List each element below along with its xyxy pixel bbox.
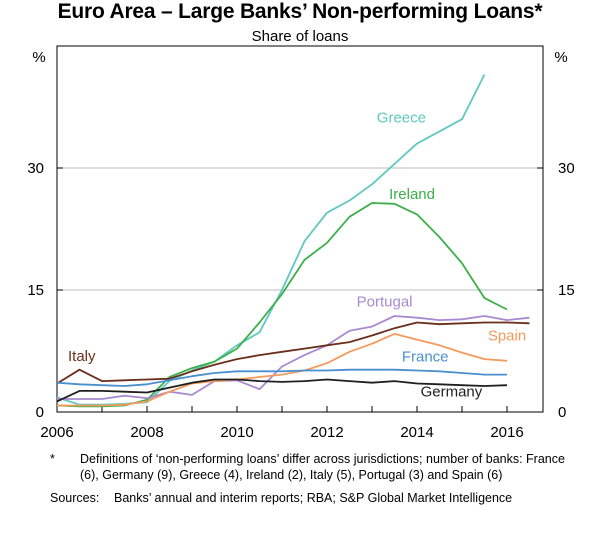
footnote-text: Definitions of ‘non-performing loans’ di… <box>80 452 565 482</box>
footnote: * Definitions of ‘non-performing loans’ … <box>50 451 570 483</box>
tick-marks <box>56 167 543 413</box>
series-line-spain <box>57 333 508 407</box>
x-tick-label: 2012 <box>310 424 343 441</box>
series-line-italy <box>56 321 530 385</box>
x-tick-label: 2006 <box>40 424 73 441</box>
y-tick-label-left: 15 <box>27 282 44 299</box>
series-line-ireland <box>56 202 508 408</box>
x-tick-label: 2010 <box>220 424 253 441</box>
x-tick-label: 2016 <box>490 424 523 441</box>
series-label-italy: Italy <box>68 348 96 365</box>
series-label-portugal: Portugal <box>357 293 413 310</box>
footnote-mark: * <box>50 452 55 466</box>
sources-label: Sources: <box>50 491 100 505</box>
sources-note: Sources: Banks’ annual and interim repor… <box>50 490 570 506</box>
series-lines <box>56 74 530 408</box>
series-label-ireland: Ireland <box>389 186 435 203</box>
series-label-greece: Greece <box>377 109 426 126</box>
y-tick-label-right: 15 <box>558 282 575 299</box>
x-tick-label: 2008 <box>130 424 163 441</box>
chart-notes: * Definitions of ‘non-performing loans’ … <box>50 451 570 513</box>
series-labels: Greece Ireland Portugal Italy Spain France Ger… <box>68 109 526 400</box>
y-tick-label-right: 30 <box>558 160 575 177</box>
series-label-germany: Germany <box>421 384 483 401</box>
x-tick-labels: 2006 2008 2010 2012 2014 2016 <box>40 424 523 441</box>
series-line-france <box>56 368 507 387</box>
y-tick-label-right: 0 <box>558 404 566 421</box>
series-line-germany <box>56 378 508 403</box>
series-line-portugal <box>57 315 530 400</box>
y-tick-label-left: 30 <box>27 160 44 177</box>
right-unit-label: % <box>554 49 567 66</box>
sources-text: Banks’ annual and interim reports; RBA; … <box>114 491 513 505</box>
gridlines <box>57 167 543 291</box>
plot-frame <box>56 45 544 413</box>
y-tick-labels: 0 0 15 15 30 30 <box>27 160 574 421</box>
left-unit-label: % <box>32 49 45 66</box>
chart-title: Euro Area – Large Banks’ Non-performing … <box>57 0 543 23</box>
chart-subtitle: Share of loans <box>251 28 349 45</box>
series-label-france: France <box>402 349 449 366</box>
series-label-spain: Spain <box>488 327 526 344</box>
y-tick-label-left: 0 <box>36 404 44 421</box>
x-tick-label: 2014 <box>400 424 433 441</box>
